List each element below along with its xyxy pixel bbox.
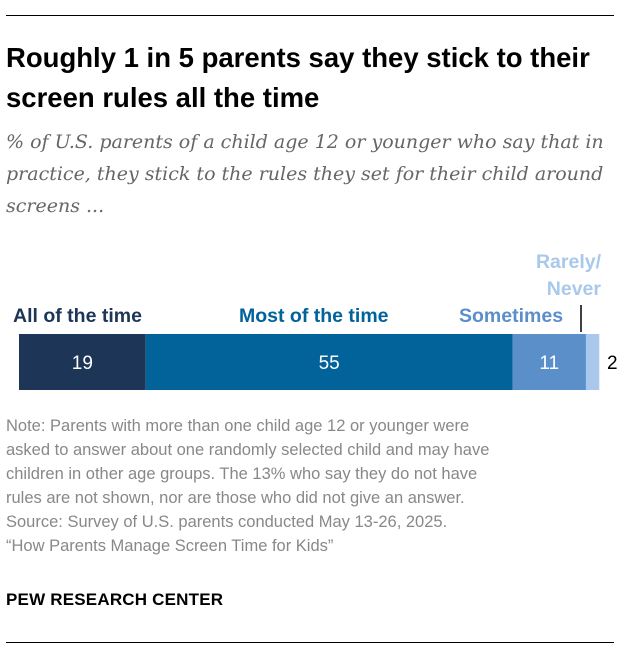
chart-subtitle: % of U.S. parents of a child age 12 or y…: [6, 131, 604, 217]
stacked-bar-chart: 19 55 11 2: [19, 305, 618, 390]
bar-segment-sometimes: [512, 334, 586, 390]
value-label: 11: [539, 353, 559, 374]
note-line: Note: Parents with more than one child a…: [6, 417, 470, 435]
value-label: 19: [72, 353, 93, 374]
note-line: asked to answer about one randomly selec…: [6, 441, 490, 459]
value-label: 2: [607, 353, 618, 374]
label-most-of-the-time: Most of the time: [239, 305, 389, 327]
label-sometimes: Sometimes: [459, 305, 564, 327]
report-title-line: “How Parents Manage Screen Time for Kids…: [6, 537, 334, 555]
top-rule: [6, 15, 614, 16]
chart-title: Roughly 1 in 5 parents say they stick to…: [6, 42, 590, 113]
label-rarely-line1: Rarely/: [535, 251, 601, 273]
bar-segment-all-of-the-time: [19, 334, 146, 390]
value-label: 55: [319, 353, 340, 374]
source-line: Source: Survey of U.S. parents conducted…: [6, 513, 448, 531]
bar-segment-most-of-the-time: [145, 334, 513, 390]
pew-logo-text: PEW RESEARCH CENTER: [6, 590, 224, 609]
label-rarely-line2: Never: [546, 278, 601, 300]
note-line: rules are not shown, nor are those who d…: [6, 489, 465, 507]
chart-note: Note: Parents with more than one child a…: [6, 414, 614, 558]
bar-segment-rarely-never: [585, 334, 600, 390]
bottom-rule: [6, 642, 614, 643]
label-all-of-the-time: All of the time: [13, 305, 142, 327]
note-line: children in other age groups. The 13% wh…: [6, 465, 478, 483]
